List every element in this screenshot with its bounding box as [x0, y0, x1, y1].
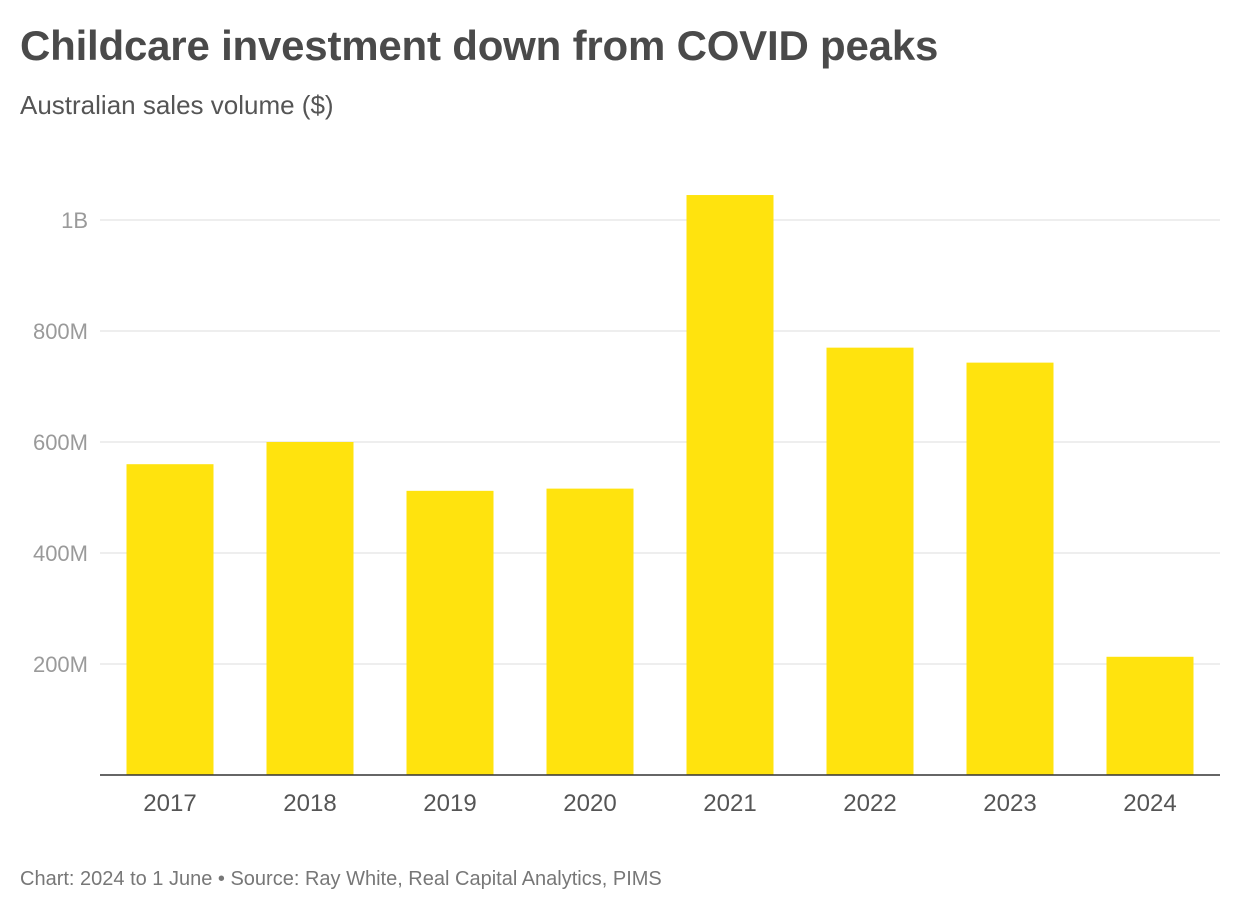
bar-2021	[686, 195, 774, 775]
chart-title: Childcare investment down from COVID pea…	[20, 22, 939, 69]
x-tick-label: 2019	[423, 790, 476, 817]
bar-2018	[266, 442, 354, 775]
x-tick-label: 2020	[563, 790, 616, 817]
x-tick-label: 2024	[1123, 790, 1176, 817]
x-tick-label: 2018	[283, 790, 336, 817]
chart-subtitle: Australian sales volume ($)	[20, 90, 334, 120]
y-tick-label: 200M	[33, 652, 88, 677]
x-tick-label: 2022	[843, 790, 896, 817]
bars	[126, 195, 1194, 775]
y-tick-label: 600M	[33, 430, 88, 455]
bar-2024	[1106, 656, 1194, 775]
x-tick-label: 2017	[143, 790, 196, 817]
x-axis-tick-labels: 2017 2018 2019 2020 2021 2022 2023 2024	[143, 790, 1176, 817]
chart-source-note: Chart: 2024 to 1 June • Source: Ray Whit…	[20, 868, 662, 890]
y-tick-label: 800M	[33, 319, 88, 344]
bar-2017	[126, 464, 214, 775]
bar-2020	[546, 488, 634, 775]
y-tick-label: 400M	[33, 541, 88, 566]
bar-2022	[826, 347, 914, 775]
bar-2019	[406, 490, 494, 775]
x-tick-label: 2023	[983, 790, 1036, 817]
bar-2023	[966, 362, 1054, 775]
y-tick-label: 1B	[61, 208, 88, 233]
y-axis-tick-labels: 200M 400M 600M 800M 1B	[33, 208, 88, 677]
x-tick-label: 2021	[703, 790, 756, 817]
